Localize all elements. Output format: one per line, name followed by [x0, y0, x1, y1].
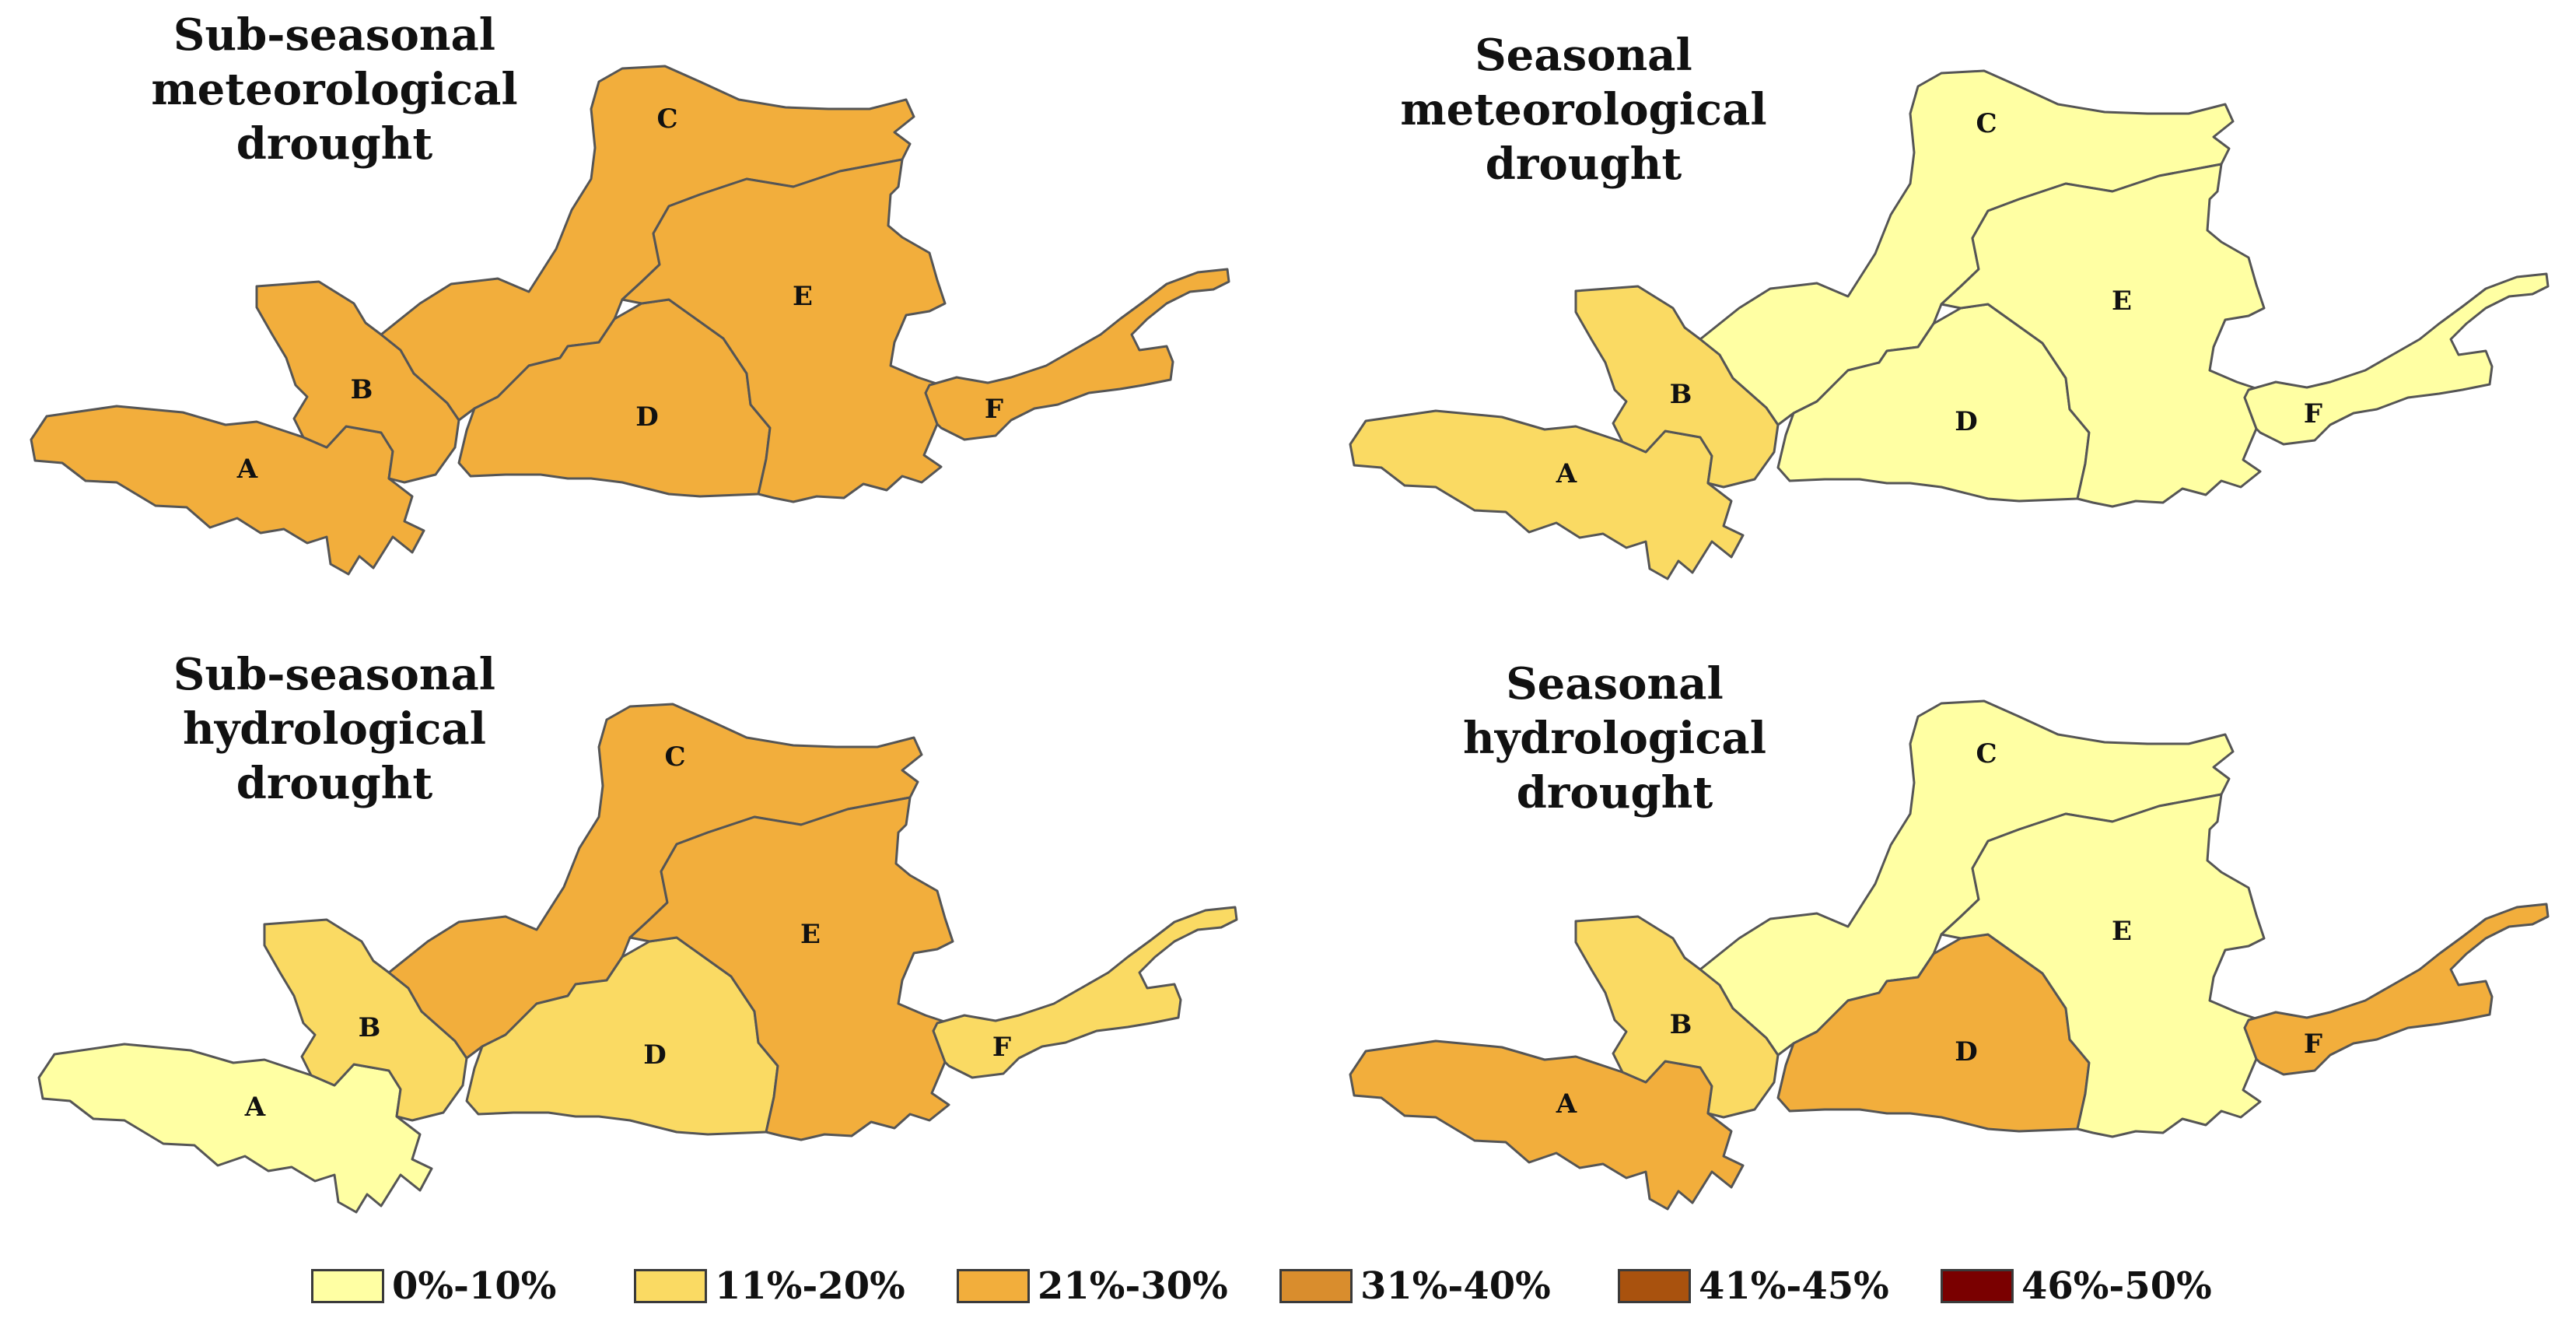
region-f-shape: [2243, 272, 2550, 446]
legend-swatch: [311, 1269, 384, 1303]
legend-label: 31%-40%: [1360, 1264, 1551, 1308]
panel-title: Sub-seasonal meteorological drought: [86, 8, 583, 171]
panel-title-line1: Sub-seasonal: [173, 9, 496, 61]
panel-title-line2: meteorological drought: [151, 64, 518, 170]
region-a-label: A: [1556, 458, 1577, 489]
region-f-label: F: [985, 394, 1003, 425]
region-b-label: B: [351, 374, 373, 405]
map-panel-sub-seasonal-meteorological: A B C D E F Sub-seasonal meteorological droug…: [0, 0, 1288, 622]
region-f-shape: [924, 268, 1230, 441]
legend-swatch: [1941, 1269, 2014, 1303]
panel-title-line1: Sub-seasonal: [173, 649, 496, 700]
panel-title-line2: meteorological drought: [1400, 84, 1767, 190]
region-c-label: C: [656, 103, 677, 135]
legend-item: 41%-45%: [1618, 1259, 1889, 1313]
region-f-shape: [932, 906, 1238, 1079]
drought-map: A B C D E F: [30, 65, 1230, 576]
region-d-label: D: [1955, 406, 1977, 437]
region-e-shape: [621, 158, 947, 503]
region-f-label: F: [2304, 1029, 2322, 1060]
region-f-label: F: [2304, 398, 2322, 429]
region-b-label: B: [1670, 1009, 1692, 1040]
panel-title: Seasonal meteorological drought: [1335, 28, 1832, 191]
panel-title: Seasonal hydrological drought: [1366, 657, 1864, 820]
legend-item: 31%-40%: [1279, 1259, 1551, 1313]
legend-label: 21%-30%: [1038, 1264, 1228, 1308]
legend-label: 11%-20%: [715, 1264, 905, 1308]
region-c-label: C: [1976, 108, 1997, 139]
legend-item: 21%-30%: [957, 1259, 1228, 1313]
map-panel-sub-seasonal-hydrological: A B C D E F Sub-seasonal hydrological drought: [0, 634, 1288, 1257]
legend-label: 41%-45%: [1699, 1264, 1889, 1308]
region-a-shape: [1349, 1039, 1745, 1211]
region-a-shape: [1349, 409, 1745, 580]
legend-item: 0%-10%: [311, 1259, 556, 1313]
basin-group: A B C D E F: [37, 703, 1238, 1214]
panel-title-line1: Seasonal: [1506, 658, 1724, 710]
region-a-label: A: [236, 454, 258, 485]
region-f-shape: [2243, 903, 2550, 1076]
legend-swatch: [634, 1269, 707, 1303]
region-a-label: A: [244, 1092, 266, 1123]
panel-title: Sub-seasonal hydrological drought: [86, 647, 583, 811]
region-e-label: E: [2112, 286, 2132, 317]
legend-swatch: [1279, 1269, 1353, 1303]
legend-item: 46%-50%: [1941, 1259, 2212, 1313]
legend-swatch: [957, 1269, 1030, 1303]
basin-group: A B C D E F: [1349, 69, 2550, 580]
region-a-shape: [30, 405, 425, 576]
drought-map: A B C D E F: [37, 703, 1238, 1214]
region-e-shape: [628, 796, 954, 1141]
region-e-shape: [1940, 163, 2266, 508]
region-d-label: D: [635, 401, 658, 433]
map-panel-seasonal-hydrological: A B C D E F Seasonal hydrological drought: [1288, 634, 2576, 1257]
legend-item: 11%-20%: [634, 1259, 905, 1313]
panel-title-line2: hydrological drought: [183, 703, 486, 809]
region-c-label: C: [1976, 738, 1997, 769]
region-a-shape: [37, 1043, 433, 1214]
panel-title-line2: hydrological drought: [1463, 713, 1766, 818]
legend-swatch: [1618, 1269, 1691, 1303]
region-c-label: C: [664, 741, 685, 773]
basin-group: A B C D E F: [30, 65, 1230, 576]
region-e-label: E: [800, 919, 821, 950]
map-panel-seasonal-meteorological: A B C D E F Seasonal meteorological drought: [1288, 0, 2576, 622]
region-b-label: B: [1670, 379, 1692, 410]
region-e-shape: [1940, 793, 2266, 1138]
panel-title-line1: Seasonal: [1475, 30, 1692, 81]
region-b-label: B: [359, 1012, 381, 1043]
drought-map: A B C D E F: [1349, 699, 2550, 1211]
region-d-label: D: [643, 1039, 666, 1071]
region-f-label: F: [992, 1032, 1011, 1063]
region-e-label: E: [793, 281, 813, 312]
legend-label: 0%-10%: [392, 1264, 557, 1308]
region-e-label: E: [2112, 916, 2132, 947]
drought-map: A B C D E F: [1349, 69, 2550, 580]
basin-group: A B C D E F: [1349, 699, 2550, 1211]
region-a-label: A: [1556, 1088, 1577, 1120]
legend-label: 46%-50%: [2021, 1264, 2212, 1308]
region-d-label: D: [1955, 1036, 1977, 1067]
